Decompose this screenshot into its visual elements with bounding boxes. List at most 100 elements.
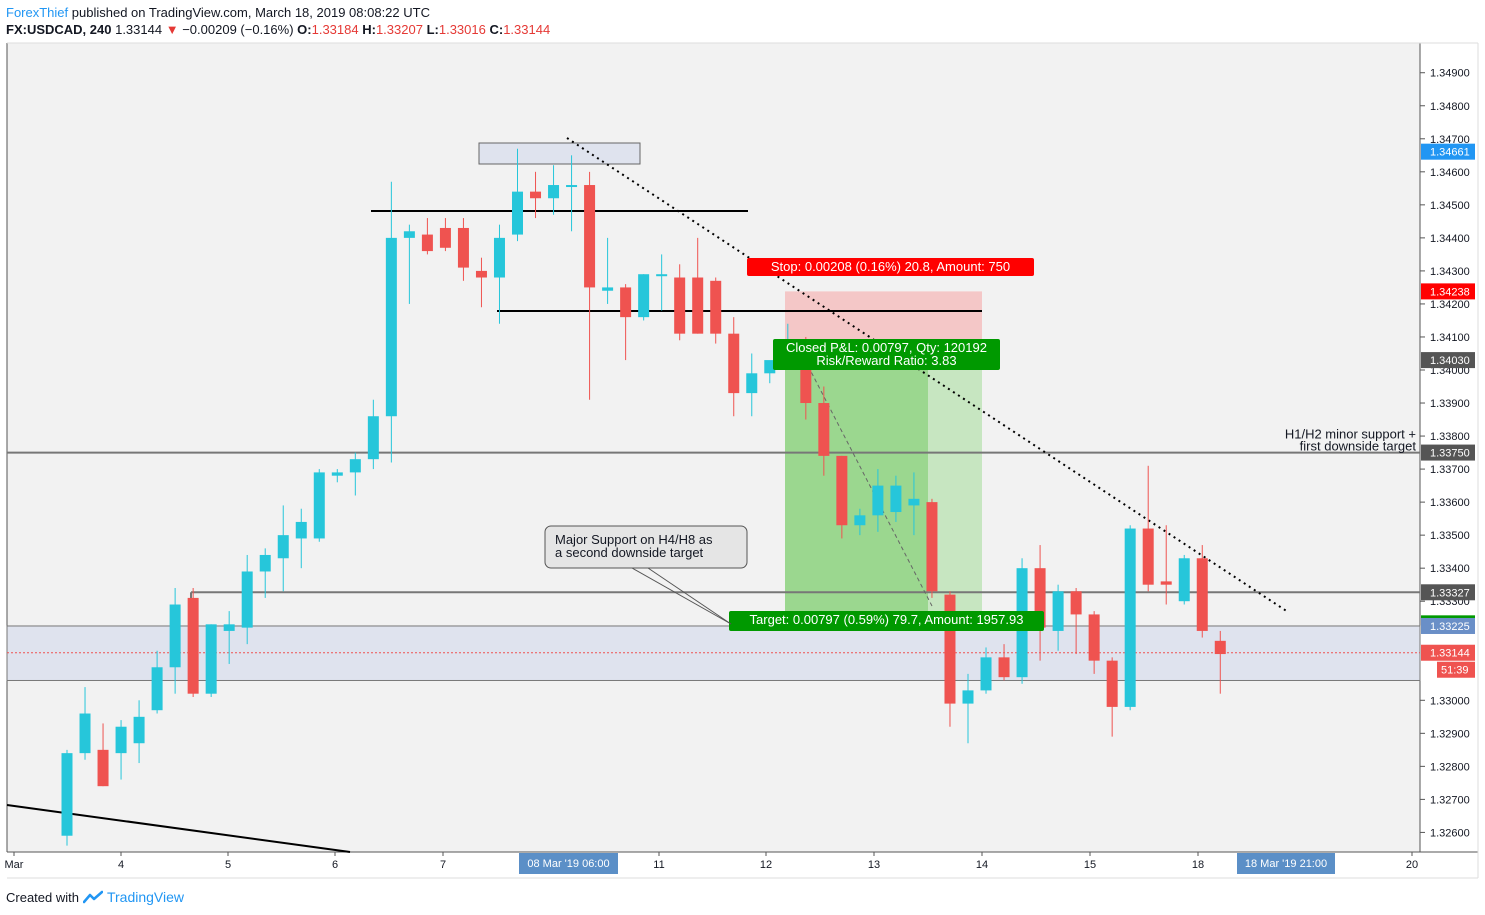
price-label: 1.33750 [1430, 448, 1470, 460]
publish-text: published on TradingView.com, March 18, … [71, 5, 430, 20]
candle-body [980, 657, 992, 691]
x-highlight-bg [519, 853, 618, 874]
candle-body [277, 535, 289, 559]
candle-body [1214, 640, 1226, 655]
candle-body [638, 274, 650, 318]
tradingview-logo-icon [82, 890, 103, 904]
callout-pointer-1 [631, 567, 732, 625]
x-tick-label: 7 [440, 859, 446, 871]
tradingview-brand[interactable]: TradingView [106, 889, 185, 905]
candle-body [1124, 528, 1136, 707]
symbol-info: FX:USDCAD, 240 1.33144 ▼ −0.00209 (−0.16… [6, 22, 550, 37]
candle-body [728, 333, 740, 394]
candle-body [241, 571, 253, 628]
candle-body [1178, 558, 1190, 602]
candle-body [620, 287, 632, 318]
y-tick-label: 1.33800 [1430, 431, 1470, 443]
callout-text-1: Major Support on H4/H8 as [555, 532, 713, 547]
candle-body [151, 667, 163, 711]
price-label-bg [1421, 444, 1475, 461]
x-tick-label: 11 [653, 859, 664, 871]
y-tick-label: 1.33700 [1430, 464, 1470, 476]
x-tick-label: Mar [5, 859, 24, 871]
candle-body [331, 472, 343, 476]
candle-body [710, 280, 722, 334]
candle-body [926, 502, 938, 592]
candle-body [403, 231, 415, 238]
stop-label-bg [747, 258, 1034, 276]
candle-body [367, 416, 379, 460]
candle-body [313, 472, 325, 539]
y-tick-label: 1.34900 [1430, 68, 1470, 80]
candle-body [385, 237, 397, 417]
created-with-text: Created with [6, 889, 79, 905]
level-note-line-1: H1/H2 minor support + [1285, 427, 1416, 442]
close-label: C: [489, 22, 504, 37]
price-label-bg [1421, 283, 1475, 300]
last-price: 1.33144 [115, 22, 163, 37]
price-label: 1.34661 [1430, 147, 1470, 159]
callout-box [544, 525, 748, 569]
candle-body [1106, 660, 1118, 707]
candle-body [133, 716, 145, 744]
pnl-label-text: Risk/Reward Ratio: 3.83 [816, 353, 956, 368]
candle-body [169, 604, 181, 668]
candle-body [1052, 591, 1064, 631]
y-tick-label: 1.32600 [1430, 827, 1470, 839]
candle-body [1160, 581, 1172, 585]
price-label-bg [1421, 644, 1475, 661]
x-tick-label: 13 [868, 859, 880, 871]
candle-body [998, 657, 1010, 678]
level-note-line-2: first downside target [1300, 439, 1417, 454]
candle-body [115, 726, 127, 754]
candle-body [205, 624, 217, 694]
price-label: 1.33327 [1430, 587, 1470, 599]
y-tick-label: 1.32800 [1430, 761, 1470, 773]
price-label-bg [1421, 617, 1475, 634]
price-change: −0.00209 (−0.16%) [182, 22, 294, 37]
y-tick-label: 1.34300 [1430, 266, 1470, 278]
candle-body [79, 713, 91, 754]
high-value: 1.33207 [375, 22, 423, 37]
candle-body [421, 234, 433, 252]
candle-body [259, 554, 271, 572]
y-tick-label: 1.34400 [1430, 233, 1470, 245]
candle-body [295, 521, 307, 539]
candle-body [854, 515, 866, 526]
candle-body [1196, 558, 1208, 631]
candle-body [97, 749, 109, 787]
y-tick-label: 1.34800 [1430, 101, 1470, 113]
candle-body [746, 373, 758, 394]
candle-body [908, 498, 920, 506]
highlight-box [478, 142, 641, 165]
y-tick-label: 1.32900 [1430, 728, 1470, 740]
candle-body [223, 624, 235, 631]
low-value: 1.33016 [438, 22, 486, 37]
callout-text-2: a second downside target [555, 545, 704, 560]
candle-body [692, 277, 704, 334]
close-value: 1.33144 [503, 22, 551, 37]
x-tick-label: 20 [1406, 859, 1418, 871]
candle-body [944, 594, 956, 704]
candle-body [439, 227, 451, 248]
candle-body [764, 360, 776, 374]
x-highlight-bg [1237, 853, 1335, 874]
candle-body [674, 277, 686, 334]
y-tick-label: 1.34200 [1430, 299, 1470, 311]
candle-body [187, 597, 199, 694]
candle-body [566, 185, 578, 188]
countdown-bg [1437, 661, 1475, 678]
target-label-text: Target: 0.00797 (0.59%) 79.7, Amount: 19… [750, 612, 1024, 627]
pnl-label-text: Closed P&L: 0.00797, Qty: 120192 [786, 340, 987, 355]
candle-body [890, 485, 902, 513]
y-tick-label: 1.33000 [1430, 695, 1470, 707]
pnl-label-bg [773, 339, 1000, 370]
y-tick-label: 1.33400 [1430, 563, 1470, 575]
price-label: 1.33144 [1430, 648, 1470, 660]
candle-body [602, 287, 614, 291]
y-tick-label: 1.34500 [1430, 200, 1470, 212]
candle-body [512, 191, 523, 235]
candle-body [656, 274, 668, 277]
author-name[interactable]: ForexThief [6, 5, 69, 20]
